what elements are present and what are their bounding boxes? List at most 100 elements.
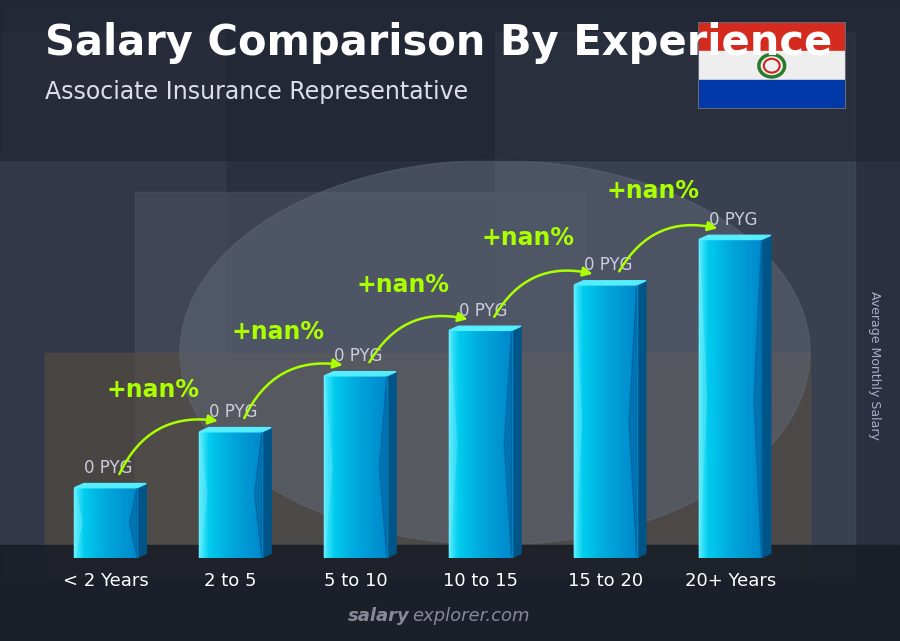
Bar bbox=[708, 240, 709, 558]
Bar bbox=[495, 330, 496, 558]
Bar bbox=[243, 432, 244, 558]
Bar bbox=[245, 432, 247, 558]
Bar bbox=[584, 285, 586, 558]
Polygon shape bbox=[137, 483, 147, 558]
Bar bbox=[87, 488, 88, 558]
Polygon shape bbox=[324, 372, 396, 376]
Bar bbox=[128, 488, 129, 558]
Bar bbox=[256, 432, 257, 558]
Bar bbox=[369, 376, 370, 558]
Bar bbox=[253, 432, 254, 558]
Bar bbox=[581, 285, 582, 558]
Bar bbox=[756, 240, 757, 558]
Bar bbox=[381, 376, 382, 558]
Bar bbox=[751, 240, 752, 558]
Bar bbox=[247, 432, 248, 558]
Bar bbox=[611, 285, 613, 558]
Polygon shape bbox=[200, 428, 271, 432]
Bar bbox=[600, 285, 601, 558]
Bar bbox=[95, 488, 96, 558]
Bar bbox=[251, 432, 253, 558]
Bar bbox=[118, 488, 119, 558]
Bar bbox=[90, 488, 91, 558]
Polygon shape bbox=[761, 235, 770, 558]
Bar bbox=[200, 432, 201, 558]
Bar bbox=[85, 488, 86, 558]
Bar bbox=[745, 240, 746, 558]
Bar bbox=[482, 330, 483, 558]
Bar bbox=[760, 240, 761, 558]
Bar bbox=[228, 432, 229, 558]
Bar bbox=[606, 285, 607, 558]
Bar bbox=[721, 240, 722, 558]
Bar bbox=[722, 240, 723, 558]
Bar bbox=[495, 32, 855, 577]
Bar bbox=[449, 330, 450, 558]
Bar bbox=[111, 488, 112, 558]
Polygon shape bbox=[699, 240, 707, 558]
Bar bbox=[338, 376, 340, 558]
Bar bbox=[626, 285, 627, 558]
Bar bbox=[81, 488, 82, 558]
Bar bbox=[333, 376, 334, 558]
Bar bbox=[497, 330, 498, 558]
Bar bbox=[746, 240, 747, 558]
Bar bbox=[471, 330, 473, 558]
Bar bbox=[125, 488, 127, 558]
Bar bbox=[76, 488, 77, 558]
Bar bbox=[489, 330, 490, 558]
Bar bbox=[223, 432, 224, 558]
Bar bbox=[136, 488, 137, 558]
Bar bbox=[586, 285, 587, 558]
Bar bbox=[218, 432, 220, 558]
Bar bbox=[503, 330, 504, 558]
Bar bbox=[214, 432, 215, 558]
Bar bbox=[481, 330, 482, 558]
Bar bbox=[124, 488, 125, 558]
Bar bbox=[700, 240, 701, 558]
Bar bbox=[748, 240, 749, 558]
Bar bbox=[717, 240, 719, 558]
Bar bbox=[576, 285, 577, 558]
Polygon shape bbox=[699, 235, 770, 240]
Bar bbox=[634, 285, 635, 558]
Bar bbox=[704, 240, 706, 558]
Bar bbox=[582, 285, 583, 558]
Bar bbox=[241, 432, 242, 558]
Polygon shape bbox=[754, 240, 761, 558]
Bar bbox=[112, 488, 113, 558]
Bar bbox=[463, 330, 464, 558]
Bar bbox=[504, 330, 506, 558]
Bar bbox=[466, 330, 467, 558]
Bar bbox=[458, 330, 460, 558]
Bar bbox=[476, 330, 477, 558]
Polygon shape bbox=[504, 330, 511, 558]
Bar bbox=[238, 432, 239, 558]
Bar bbox=[754, 240, 755, 558]
Bar bbox=[716, 240, 717, 558]
Bar bbox=[0, 545, 900, 641]
Bar bbox=[107, 488, 108, 558]
Bar bbox=[105, 488, 107, 558]
Bar bbox=[743, 240, 745, 558]
Bar bbox=[235, 432, 236, 558]
Bar bbox=[84, 488, 85, 558]
Bar bbox=[491, 330, 493, 558]
Bar bbox=[336, 376, 337, 558]
Bar bbox=[104, 488, 105, 558]
Bar bbox=[598, 285, 599, 558]
Text: +nan%: +nan% bbox=[231, 320, 325, 344]
Bar bbox=[631, 285, 633, 558]
Bar bbox=[594, 285, 595, 558]
Polygon shape bbox=[511, 326, 521, 558]
Bar bbox=[375, 376, 376, 558]
Bar bbox=[353, 376, 354, 558]
Bar bbox=[130, 488, 131, 558]
Bar bbox=[329, 376, 330, 558]
Ellipse shape bbox=[180, 160, 810, 545]
Bar bbox=[498, 330, 500, 558]
Bar bbox=[254, 432, 255, 558]
Bar bbox=[457, 330, 458, 558]
Bar bbox=[100, 488, 101, 558]
Bar bbox=[133, 488, 134, 558]
